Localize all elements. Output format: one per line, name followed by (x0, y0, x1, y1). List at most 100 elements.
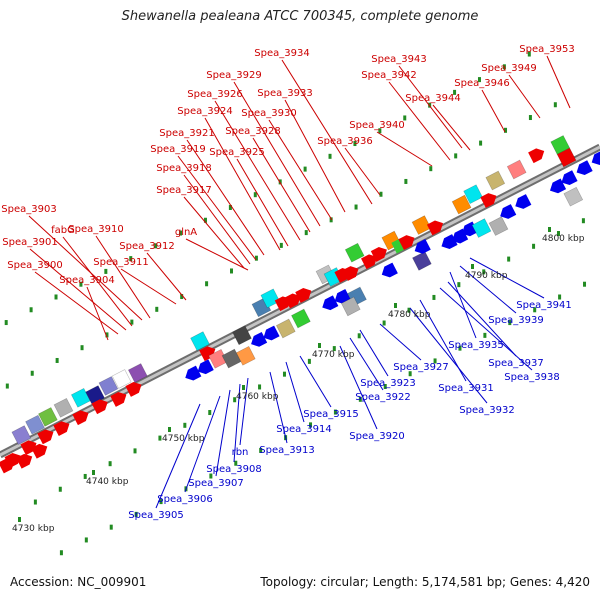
tick-mark (183, 422, 187, 428)
gene-arrow (361, 254, 378, 270)
tick-mark (159, 499, 163, 505)
gene-label-bottom: Spea_3939 (488, 315, 543, 326)
gene-arrow-right (125, 382, 142, 397)
gene-label-top: Spea_3942 (361, 70, 416, 81)
tick-mark (4, 320, 8, 326)
gene-box (506, 159, 527, 180)
tick-mark (383, 384, 387, 390)
scale-tick (92, 470, 95, 475)
footer-accession: Accession: NC_009901 (10, 575, 147, 589)
tick-mark (84, 537, 88, 543)
tick-mark (109, 524, 113, 530)
tick-mark (527, 51, 531, 57)
tick-mark (180, 294, 184, 300)
gene-arrow-right (72, 410, 89, 426)
gene-arrow-left (263, 325, 280, 341)
tick-mark (5, 383, 9, 389)
tick-mark (228, 204, 232, 210)
scale-label: 4750 kbp (162, 434, 205, 444)
gene-label-top: Spea_3940 (349, 120, 404, 131)
tick-mark (59, 550, 63, 556)
leader-line-top (233, 81, 321, 227)
tick-mark (528, 115, 532, 121)
leader-line-bottom (447, 281, 517, 357)
gene-box-shape (235, 345, 256, 366)
gene-arrow-left (561, 170, 578, 186)
leader-line-top (183, 196, 245, 269)
leader-line-top (268, 119, 333, 221)
tick-mark (105, 332, 109, 338)
tick-mark (230, 268, 234, 274)
tick-mark (208, 410, 212, 416)
scale-label: 4780 kbp (388, 310, 431, 320)
gene-box (275, 318, 296, 339)
gene-arrow-left (322, 295, 339, 311)
gene-label-top: Spea_3926 (187, 89, 242, 100)
tick-mark (155, 306, 159, 312)
tick-mark (234, 460, 238, 466)
leader-line-top (432, 104, 471, 151)
gene-arrow-left (515, 194, 532, 209)
gene-label-bottom: Spea_3913 (259, 445, 314, 456)
gene-label-bottom: Spea_3914 (276, 424, 331, 435)
tick-mark (477, 77, 481, 83)
tick-mark (134, 511, 138, 517)
gene-box-shape (260, 288, 281, 309)
gene-arrow-right (31, 443, 48, 459)
gene-label-bottom: Spea_3931 (438, 383, 493, 394)
gene-box (485, 170, 506, 191)
gene-box (38, 407, 58, 427)
tick-mark (482, 269, 486, 275)
leader-line-top (177, 155, 257, 261)
gene-arrow-left (381, 262, 398, 278)
tick-mark (533, 307, 537, 313)
tick-mark (282, 371, 286, 377)
leader-line-top (28, 215, 143, 321)
gene-box (190, 331, 210, 351)
leader-line-top (95, 235, 151, 319)
leader-line-top (252, 137, 311, 233)
leader-line-top (481, 89, 506, 133)
leader-line-bottom (469, 257, 545, 299)
tick-mark (353, 141, 357, 147)
gene-label-bottom: Spea_3935 (448, 340, 503, 351)
gene-arrow-left (251, 331, 268, 347)
gene-box-shape (340, 296, 361, 317)
scale-tick (242, 385, 245, 390)
gene-arrow (16, 453, 33, 469)
tick-mark (205, 281, 209, 287)
tick-mark (581, 218, 585, 224)
gene-label-top: Spea_3911 (93, 257, 148, 268)
tick-mark (304, 230, 308, 236)
gene-arrow (53, 421, 70, 437)
tick-mark (583, 281, 587, 287)
leader-line-bottom (215, 389, 231, 477)
gene-arrow (0, 458, 15, 474)
tick-mark (379, 191, 383, 197)
tick-mark (328, 153, 332, 159)
gene-box-shape (53, 397, 74, 418)
tick-mark (354, 204, 358, 210)
gene-label-top: Spea_3944 (405, 93, 460, 104)
scale-label: 4730 kbp (12, 524, 55, 534)
leader-line-top (344, 147, 381, 196)
gene-label-bottom: Spea_3905 (128, 510, 183, 521)
gene-label-top: Spea_3934 (254, 48, 309, 59)
gene-box-shape (275, 318, 296, 339)
gene-arrow-right (284, 293, 301, 309)
leader-line-top (29, 248, 127, 331)
gene-arrow (72, 410, 89, 426)
tick-mark (258, 384, 262, 390)
gene-arrow-left (500, 204, 517, 219)
scale-tick (548, 227, 551, 232)
scale-tick (471, 264, 474, 269)
leader-line-bottom (184, 395, 221, 493)
gene-arrow (110, 392, 127, 407)
tick-mark (259, 447, 263, 453)
gene-box-shape (412, 251, 432, 271)
gene-box-shape (98, 376, 119, 396)
gene-label-top: Spea_3921 (159, 128, 214, 139)
gene-arrow-right (398, 235, 415, 250)
gene-box (232, 325, 252, 346)
